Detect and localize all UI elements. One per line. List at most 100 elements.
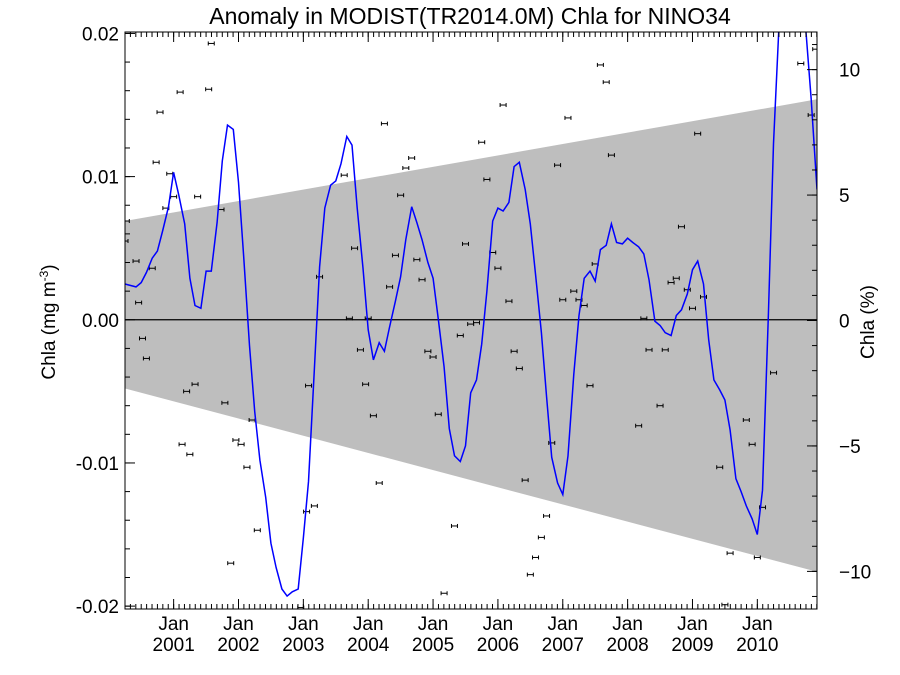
y-right-tick-label: −10	[839, 562, 871, 583]
x-tick-year: 2008	[606, 635, 648, 656]
observation-point	[505, 299, 513, 304]
y-tick-label: 0.00	[82, 311, 119, 332]
observation-point	[191, 382, 199, 387]
x-tick-month: Jan	[158, 614, 189, 635]
observation-point	[166, 171, 174, 176]
observation-point	[402, 166, 410, 171]
observation-point	[364, 316, 372, 321]
observation-point	[694, 131, 702, 136]
observation-point	[602, 80, 610, 85]
observation-point	[351, 246, 359, 251]
y-axis-right: 10 5 0 −5 −10	[807, 44, 871, 597]
observation-point	[748, 442, 756, 447]
observation-point	[667, 280, 675, 285]
observation-point	[656, 403, 664, 408]
x-tick-month: Jan	[353, 614, 384, 635]
observation-point	[554, 163, 562, 168]
y-tick-label: -0.01	[76, 454, 119, 475]
observation-point	[640, 316, 648, 321]
observation-point	[194, 194, 202, 199]
observation-point	[310, 503, 318, 508]
observation-point	[564, 115, 572, 120]
observation-point	[207, 41, 215, 46]
y-axis-left-label: Chla (mg m-3)	[37, 264, 60, 379]
observation-point	[243, 465, 251, 470]
observation-point	[232, 438, 240, 443]
observation-point	[543, 513, 551, 518]
y-axis-left-label-close: )	[39, 264, 60, 270]
y-right-tick-label: 5	[839, 186, 850, 207]
observation-point	[156, 110, 164, 115]
observation-point	[797, 61, 805, 66]
observation-point	[753, 555, 761, 560]
observation-point	[418, 277, 426, 282]
observation-point	[397, 193, 405, 198]
observation-point	[413, 257, 421, 262]
observation-point	[362, 382, 370, 387]
observation-point	[515, 366, 523, 371]
observation-point	[532, 555, 540, 560]
observation-point	[375, 481, 383, 486]
observation-point	[135, 300, 143, 305]
series-line	[125, 32, 817, 598]
observation-point	[152, 160, 160, 165]
observation-point	[440, 591, 448, 596]
observation-point	[340, 173, 348, 178]
observation-point	[186, 452, 194, 457]
observation-point	[461, 241, 469, 246]
observation-point	[683, 287, 691, 292]
observation-point	[139, 336, 147, 341]
observation-point	[408, 155, 416, 160]
observation-point	[742, 418, 750, 423]
observation-point	[170, 194, 178, 199]
observation-point	[700, 294, 708, 299]
observation-point	[434, 412, 442, 417]
y-axis-left: 0.02 0.01 0.00 -0.01 -0.02	[76, 24, 135, 618]
x-tick-month: Jan	[612, 614, 643, 635]
x-tick-year: 2003	[282, 635, 324, 656]
observation-point	[559, 297, 567, 302]
x-tick-month: Jan	[742, 614, 773, 635]
observation-point	[672, 276, 680, 281]
x-tick-year: 2005	[412, 635, 454, 656]
observation-point	[537, 535, 545, 540]
x-tick-year: 2002	[217, 635, 259, 656]
observation-point	[380, 121, 388, 126]
x-tick-year: 2006	[477, 635, 519, 656]
observation-point	[125, 239, 129, 244]
observation-point	[688, 306, 696, 311]
observation-point	[645, 347, 653, 352]
observation-point	[253, 528, 261, 533]
observation-point	[429, 355, 437, 360]
chart-title: Anomaly in MODIST(TR2014.0M) Chla for NI…	[209, 3, 731, 29]
observation-point	[570, 289, 578, 294]
observation-point	[356, 347, 364, 352]
x-tick-year: 2007	[542, 635, 584, 656]
observation-point	[478, 140, 486, 145]
y-axis-right-label: Chla (%)	[858, 285, 879, 359]
y-axis-left-label-text: Chla (mg m	[39, 281, 60, 379]
observation-point	[726, 551, 734, 556]
observation-point	[807, 113, 815, 118]
observation-point	[607, 153, 615, 158]
observation-point	[812, 47, 817, 52]
x-tick-month: Jan	[677, 614, 708, 635]
y-axis-left-label-sup: -3	[37, 270, 51, 281]
observation-point	[391, 253, 399, 258]
x-tick-month: Jan	[288, 614, 319, 635]
y-right-tick-label: 10	[839, 61, 860, 82]
y-right-tick-label: −5	[839, 437, 861, 458]
observation-point	[586, 383, 594, 388]
x-axis: Jan2001Jan2002Jan2003Jan2004Jan2005Jan20…	[124, 32, 818, 656]
observation-point	[450, 523, 458, 528]
observation-point	[526, 572, 534, 577]
observation-point	[142, 356, 150, 361]
observation-point	[303, 509, 311, 514]
x-tick-month: Jan	[547, 614, 578, 635]
x-tick-month: Jan	[418, 614, 449, 635]
y-right-tick-label: 0	[839, 312, 850, 333]
observation-point	[716, 465, 724, 470]
observation-point	[635, 423, 643, 428]
observation-point	[499, 103, 507, 108]
